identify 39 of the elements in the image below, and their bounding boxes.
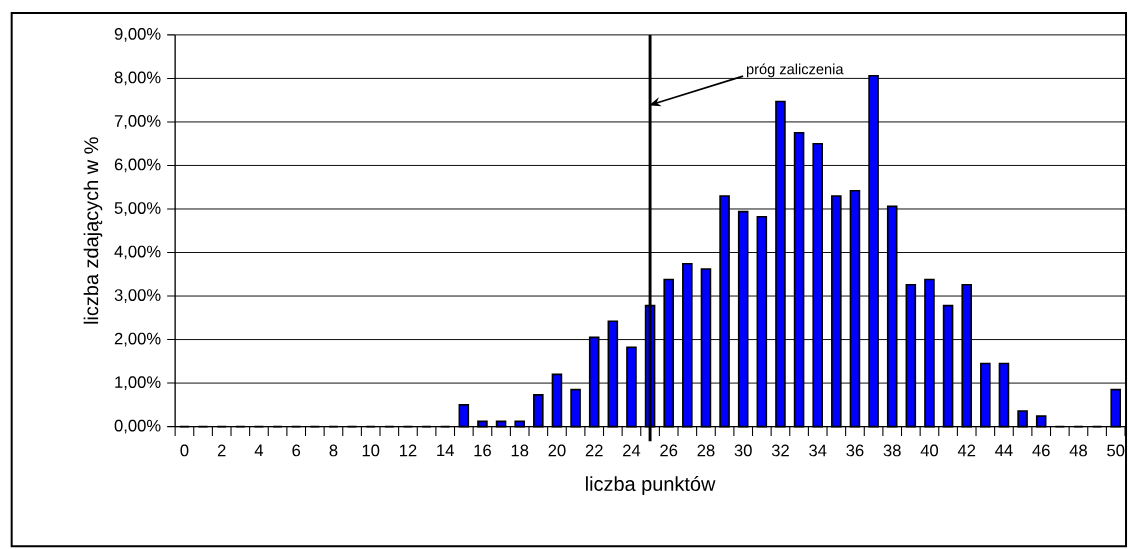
x-tick-label: 0	[180, 444, 189, 457]
x-tick-label: 46	[1032, 444, 1050, 457]
x-tick-label: 28	[697, 444, 715, 457]
y-tick-label: 8,00%	[114, 71, 161, 86]
y-tick-label: 7,00%	[114, 114, 161, 129]
x-tick-label: 40	[920, 444, 939, 457]
x-axis-title: liczba punktów	[586, 476, 716, 495]
x-tick-label: 24	[623, 444, 641, 457]
ref-line-label: próg zaliczenia	[746, 63, 844, 78]
x-tick-label: 18	[511, 444, 529, 457]
y-tick-label: 9,00%	[114, 27, 161, 42]
x-tick-label: 48	[1069, 444, 1087, 457]
x-tick-label: 36	[846, 444, 864, 457]
x-tick-label: 26	[660, 444, 678, 457]
x-tick-label: 12	[399, 444, 417, 457]
y-tick-label: 3,00%	[114, 289, 161, 303]
x-tick-label: 38	[883, 444, 901, 457]
y-tick-label: 0,00%	[114, 419, 161, 434]
y-tick-label: 4,00%	[114, 245, 161, 260]
x-tick-label: 30	[734, 444, 752, 457]
x-tick-label: 4	[254, 444, 264, 456]
x-tick-label: 32	[771, 444, 789, 457]
x-tick-label: 44	[995, 444, 1013, 456]
x-tick-label: 2	[217, 444, 226, 457]
x-tick-label: 20	[548, 444, 566, 457]
x-tick-label: 34	[809, 444, 827, 457]
x-tick-label: 16	[474, 444, 491, 457]
x-tick-label: 10	[362, 444, 380, 457]
x-tick-label: 14	[437, 444, 454, 456]
y-tick-label: 1,00%	[115, 376, 161, 390]
x-tick-label: 50	[1107, 444, 1125, 457]
x-tick-label: 8	[329, 444, 338, 457]
y-tick-label: 2,00%	[114, 332, 161, 347]
y-tick-label: 6,00%	[114, 158, 161, 173]
y-tick-label: 5,00%	[114, 202, 161, 216]
x-tick-label: 42	[957, 444, 976, 457]
x-tick-label: 22	[585, 444, 603, 457]
x-tick-label: 6	[292, 444, 301, 457]
y-axis-title: liczba zdających w %	[83, 137, 103, 324]
